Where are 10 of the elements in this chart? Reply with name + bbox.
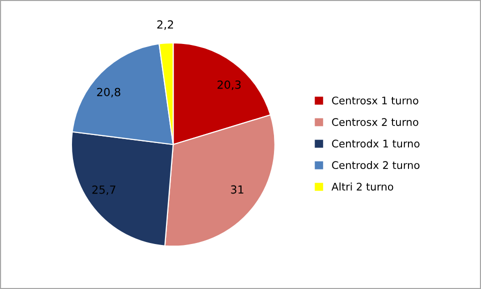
data-label: 20,3 xyxy=(218,80,241,90)
legend-label: Centrodx 1 turno xyxy=(332,139,420,148)
data-label: 31 xyxy=(231,185,244,194)
data-label: 20,8 xyxy=(97,88,120,98)
legend-label: Centrosx 1 turno xyxy=(332,96,418,104)
legend-label: Centrodx 2 turno xyxy=(332,161,420,170)
legend-label: Altri 2 turno xyxy=(332,182,394,191)
data-label: 2,2 xyxy=(157,20,174,30)
legend-label: Centrosx 2 turno xyxy=(332,118,418,126)
data-label: 25,7 xyxy=(92,185,116,196)
